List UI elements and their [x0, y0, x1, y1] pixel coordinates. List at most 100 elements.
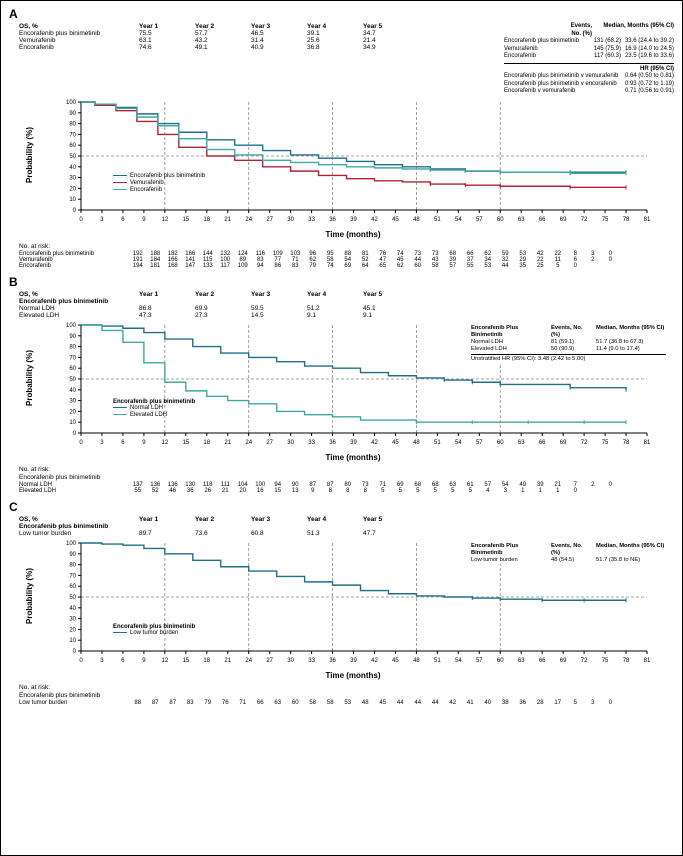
svg-text:40: 40 — [69, 164, 76, 170]
svg-text:27: 27 — [266, 217, 273, 223]
svg-text:69: 69 — [560, 658, 567, 664]
svg-text:45: 45 — [392, 217, 399, 223]
panel-b-legend: Encorafenib plus binimetinib Normal LDH … — [113, 399, 195, 419]
panel-a-legend: Encorafenib plus binimetinib Vemurafenib… — [113, 173, 205, 194]
svg-text:90: 90 — [69, 333, 76, 339]
svg-text:15: 15 — [182, 658, 189, 664]
svg-text:50: 50 — [69, 154, 76, 160]
svg-text:39: 39 — [350, 658, 357, 664]
svg-text:30: 30 — [287, 658, 294, 664]
svg-text:70: 70 — [69, 573, 76, 579]
svg-text:18: 18 — [203, 440, 210, 446]
svg-text:48: 48 — [413, 440, 420, 446]
panel-c: C OS, % Year 1 Year 2 Year 3 Year 4 Year… — [9, 500, 674, 706]
svg-text:0: 0 — [73, 208, 77, 214]
panel-b-chart: Probability (%) 010203040506070809010003… — [53, 321, 674, 462]
risk-row: Elevated LDH5552463626212016151398885555… — [19, 488, 674, 494]
svg-text:66: 66 — [539, 658, 546, 664]
os-title: OS, % — [19, 23, 139, 30]
svg-text:42: 42 — [371, 658, 378, 664]
svg-text:10: 10 — [69, 638, 76, 644]
svg-text:42: 42 — [371, 440, 378, 446]
svg-text:90: 90 — [69, 551, 76, 557]
svg-text:60: 60 — [497, 440, 504, 446]
svg-text:33: 33 — [308, 440, 315, 446]
svg-text:48: 48 — [413, 217, 420, 223]
svg-text:3: 3 — [100, 217, 104, 223]
panel-a-risk: No. at risk: Encorafenib plus binimetini… — [19, 243, 674, 269]
svg-text:69: 69 — [560, 440, 567, 446]
svg-text:20: 20 — [69, 627, 76, 633]
svg-text:30: 30 — [287, 217, 294, 223]
svg-text:21: 21 — [224, 217, 231, 223]
svg-text:0: 0 — [79, 217, 83, 223]
svg-text:75: 75 — [602, 440, 609, 446]
svg-text:36: 36 — [329, 217, 336, 223]
svg-text:30: 30 — [69, 175, 76, 181]
panel-b-label: B — [9, 275, 674, 289]
risk-row: Encorafenib19418116814713311710994868379… — [19, 263, 674, 269]
svg-text:21: 21 — [224, 440, 231, 446]
svg-text:81: 81 — [644, 217, 651, 223]
svg-text:9: 9 — [142, 217, 146, 223]
svg-text:80: 80 — [69, 562, 76, 568]
svg-text:20: 20 — [69, 186, 76, 192]
figure-container: A OS, % Year 1 Year 2 Year 3 Year 4 Year… — [0, 0, 683, 856]
svg-text:60: 60 — [69, 143, 76, 149]
x-axis-label: Time (months) — [53, 453, 653, 462]
svg-text:36: 36 — [329, 658, 336, 664]
svg-text:60: 60 — [69, 366, 76, 372]
panel-b: B OS, % Year 1 Year 2 Year 3 Year 4 Year… — [9, 275, 674, 494]
svg-text:0: 0 — [73, 431, 77, 437]
svg-text:54: 54 — [455, 658, 462, 664]
svg-text:21: 21 — [224, 658, 231, 664]
svg-text:57: 57 — [476, 440, 483, 446]
svg-text:54: 54 — [455, 440, 462, 446]
svg-text:50: 50 — [69, 377, 76, 383]
svg-text:42: 42 — [371, 217, 378, 223]
svg-text:81: 81 — [644, 658, 651, 664]
x-axis-label: Time (months) — [53, 230, 653, 239]
svg-text:60: 60 — [497, 217, 504, 223]
svg-text:10: 10 — [69, 420, 76, 426]
svg-text:70: 70 — [69, 132, 76, 138]
svg-text:90: 90 — [69, 110, 76, 116]
svg-text:36: 36 — [329, 440, 336, 446]
panel-c-legend: Encorafenib plus binimetinib Low tumor b… — [113, 624, 195, 637]
svg-text:51: 51 — [434, 440, 441, 446]
svg-text:18: 18 — [203, 658, 210, 664]
svg-text:75: 75 — [602, 658, 609, 664]
panel-a-chart: Probability (%) 010203040506070809010003… — [53, 98, 674, 239]
svg-text:45: 45 — [392, 440, 399, 446]
panel-a-yearly-table: OS, % Year 1 Year 2 Year 3 Year 4 Year 5… — [19, 23, 419, 51]
svg-text:12: 12 — [162, 658, 169, 664]
svg-text:100: 100 — [66, 323, 77, 329]
svg-text:12: 12 — [162, 217, 169, 223]
svg-text:66: 66 — [539, 217, 546, 223]
panel-a: A OS, % Year 1 Year 2 Year 3 Year 4 Year… — [9, 7, 674, 269]
svg-text:63: 63 — [518, 217, 525, 223]
yearly-row: Encorafenib plus binimetinib75.557.746.5… — [19, 30, 419, 37]
svg-text:3: 3 — [100, 440, 104, 446]
svg-text:12: 12 — [162, 440, 169, 446]
svg-text:63: 63 — [518, 658, 525, 664]
y-axis-label: Probability (%) — [25, 567, 34, 623]
yearly-row: Encorafenib74.649.140.936.834.9 — [19, 44, 419, 51]
svg-text:72: 72 — [581, 658, 588, 664]
yearly-row: Normal LDH86.869.959.551.245.1 — [19, 305, 419, 312]
svg-text:24: 24 — [245, 440, 252, 446]
svg-text:9: 9 — [142, 440, 146, 446]
svg-text:24: 24 — [245, 658, 252, 664]
svg-text:6: 6 — [121, 658, 125, 664]
svg-text:72: 72 — [581, 217, 588, 223]
svg-text:100: 100 — [66, 541, 77, 547]
svg-text:9: 9 — [142, 658, 146, 664]
yearly-row: Elevated LDH47.327.314.59.19.1 — [19, 312, 419, 319]
y-axis-label: Probability (%) — [25, 349, 34, 405]
svg-text:30: 30 — [69, 616, 76, 622]
svg-text:15: 15 — [182, 440, 189, 446]
svg-text:33: 33 — [308, 217, 315, 223]
risk-row: Low tumor burden888787837976716663605858… — [19, 700, 674, 706]
svg-text:39: 39 — [350, 440, 357, 446]
svg-text:81: 81 — [644, 440, 651, 446]
